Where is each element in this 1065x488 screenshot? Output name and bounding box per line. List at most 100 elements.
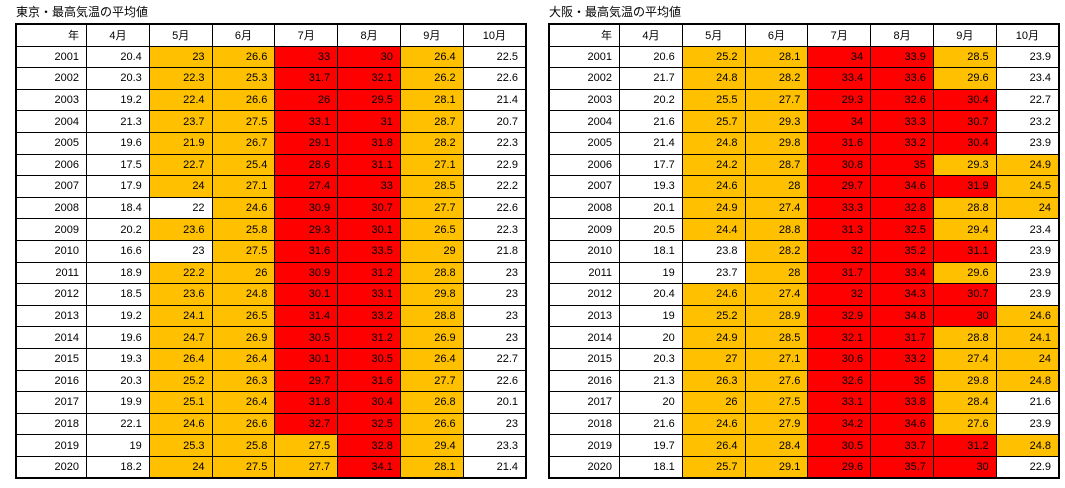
temperature-cell: 23.9	[995, 45, 1060, 69]
temperature-cell: 20	[619, 326, 683, 349]
temperature-cell: 23	[462, 261, 527, 285]
temperature-cell: 30.9	[274, 196, 339, 220]
temperature-cell: 18.1	[619, 239, 683, 263]
temperature-cell: 31.2	[337, 326, 401, 349]
temperature-cell: 24.6	[681, 175, 746, 198]
temperature-cell: 23	[462, 283, 527, 306]
temperature-cell: 28.1	[399, 455, 464, 479]
temperature-cell: 26.7	[211, 131, 276, 155]
temperature-cell: 25.1	[148, 391, 213, 414]
temperature-cell: 24.6	[681, 283, 746, 306]
temperature-cell: 22.3	[148, 67, 213, 90]
temperature-cell: 28.5	[932, 45, 997, 69]
temperature-cell: 33.7	[870, 434, 934, 457]
temperature-cell: 30.8	[807, 153, 872, 177]
year-cell: 2002	[548, 67, 620, 90]
table-row: 2006 17.5 22.7 25.4 28.6 31.1 27.1 22.9	[15, 153, 527, 177]
temperature-cell: 27.5	[274, 434, 339, 457]
temperature-cell: 18.4	[86, 196, 150, 220]
temperature-cell: 32.1	[337, 67, 401, 90]
temperature-cell: 31.6	[337, 369, 401, 393]
temperature-cell: 23.8	[681, 239, 746, 263]
temperature-cell: 31.7	[807, 261, 872, 285]
temperature-cell: 28.8	[399, 304, 464, 328]
temperature-cell: 23.6	[148, 218, 213, 241]
temperature-cell: 19.2	[86, 304, 150, 328]
year-cell: 2019	[548, 434, 620, 457]
temperature-cell: 25.8	[211, 218, 276, 241]
table-row: 2012 18.5 23.6 24.8 30.1 33.1 29.8 23	[15, 283, 527, 306]
temperature-cell: 20.4	[619, 283, 683, 306]
year-cell: 2002	[15, 67, 87, 90]
temperature-cell: 34.3	[870, 283, 934, 306]
temperature-cell: 24.7	[148, 326, 213, 349]
year-cell: 2015	[548, 347, 620, 371]
table-row: 2015 20.3 27 27.1 30.6 33.2 27.4 24	[548, 347, 1060, 371]
temperature-cell: 19	[86, 434, 150, 457]
table-row: 2018 22.1 24.6 26.6 32.7 32.5 26.6 23	[15, 412, 527, 436]
temperature-cell: 28.4	[932, 391, 997, 414]
month-column-header: 5月	[681, 23, 746, 47]
temperature-cell: 31.8	[274, 391, 339, 414]
temperature-cell: 16.6	[86, 239, 150, 263]
temperature-cell: 19.7	[619, 434, 683, 457]
temperature-cell: 27.6	[744, 369, 809, 393]
temperature-cell: 29.6	[932, 67, 997, 90]
temperature-cell: 20.2	[86, 218, 150, 241]
temperature-cell: 30.7	[337, 196, 401, 220]
year-cell: 2020	[15, 455, 87, 479]
temperature-cell: 31.2	[932, 434, 997, 457]
temperature-cell: 28.7	[399, 110, 464, 133]
month-column-header: 10月	[462, 23, 527, 47]
table-row: 2002 21.7 24.8 28.2 33.4 33.6 29.6 23.4	[548, 67, 1060, 90]
table-row: 2018 21.6 24.6 27.9 34.2 34.6 27.6 23.9	[548, 412, 1060, 436]
temperature-cell: 33.6	[870, 67, 934, 90]
temperature-cell: 23.9	[995, 412, 1060, 436]
temperature-cell: 23.4	[995, 67, 1060, 90]
temperature-cell: 28.6	[274, 153, 339, 177]
temperature-cell: 24.8	[681, 67, 746, 90]
temperature-cell: 27.5	[211, 239, 276, 263]
temperature-cell: 21.6	[619, 412, 683, 436]
temperature-cell: 24.8	[995, 369, 1060, 393]
temperature-cell: 32	[807, 239, 872, 263]
temperature-cell: 31.4	[274, 304, 339, 328]
table-row: 2008 20.1 24.9 27.4 33.3 32.8 28.8 24	[548, 196, 1060, 220]
temperature-cell: 30.6	[807, 347, 872, 371]
temperature-cell: 17.9	[86, 175, 150, 198]
temperature-cell: 17.7	[619, 153, 683, 177]
temperature-cell: 24.5	[995, 175, 1060, 198]
temperature-cell: 22.9	[462, 153, 527, 177]
table-row: 2007 19.3 24.6 28 29.7 34.6 31.9 24.5	[548, 175, 1060, 198]
temperature-cell: 21.9	[148, 131, 213, 155]
temperature-cell: 31.7	[870, 326, 934, 349]
temperature-cell: 27.4	[932, 347, 997, 371]
temperature-cell: 28	[744, 175, 809, 198]
temperature-cell: 26.3	[211, 369, 276, 393]
month-column-header: 10月	[995, 23, 1060, 47]
table-row: 2007 17.9 24 27.1 27.4 33 28.5 22.2	[15, 175, 527, 198]
temperature-cell: 20.3	[86, 369, 150, 393]
temperature-cell: 22.3	[462, 218, 527, 241]
temperature-cell: 30.1	[274, 347, 339, 371]
temperature-cell: 30.5	[274, 326, 339, 349]
temperature-cell: 20.2	[619, 88, 683, 112]
temperature-cell: 19.6	[86, 326, 150, 349]
temperature-cell: 21.3	[86, 110, 150, 133]
temperature-cell: 24.6	[148, 412, 213, 436]
temperature-cell: 31	[337, 110, 401, 133]
temperature-cell: 23.7	[681, 261, 746, 285]
temperature-cell: 23	[462, 304, 527, 328]
year-cell: 2007	[15, 175, 87, 198]
temperature-cell: 26.9	[211, 326, 276, 349]
temperature-cell: 28	[744, 261, 809, 285]
temperature-cell: 22.7	[148, 153, 213, 177]
temperature-cell: 32.6	[807, 369, 872, 393]
temperature-cell: 19.3	[86, 347, 150, 371]
temperature-cell: 29.3	[744, 110, 809, 133]
temperature-cell: 19.9	[86, 391, 150, 414]
temperature-cell: 22.6	[462, 196, 527, 220]
temperature-cell: 22.6	[462, 369, 527, 393]
temperature-cell: 35	[870, 153, 934, 177]
year-column-header: 年	[548, 23, 620, 47]
